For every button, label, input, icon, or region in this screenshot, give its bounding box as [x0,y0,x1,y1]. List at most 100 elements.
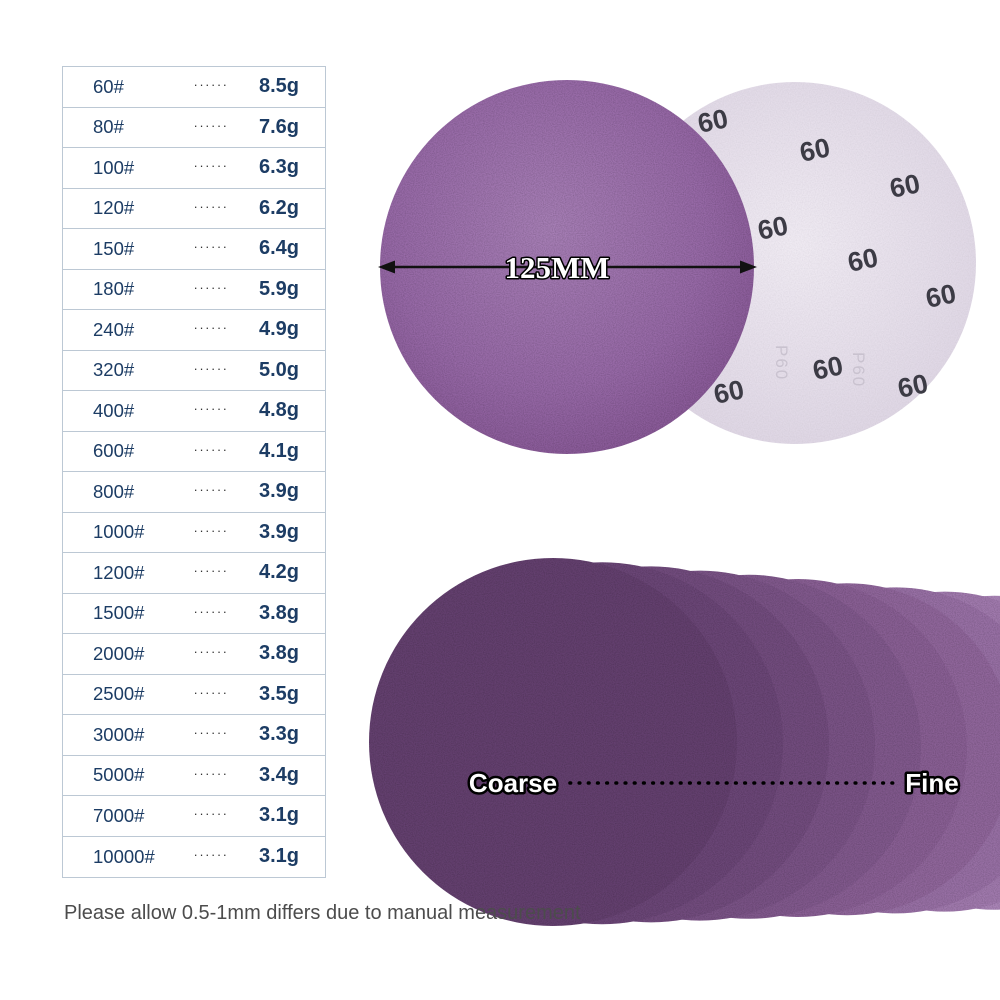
grit-label: 100# [93,156,135,178]
dots-separator: ······ [193,320,229,336]
grit-label: 400# [93,399,135,421]
weight-value: 3.1g [259,845,300,868]
grit-label: 1500# [93,602,145,624]
grit-number-mark: 60 [755,210,791,246]
dots-separator: ······ [193,725,229,741]
table-row: 2000# ······ 3.8g [63,634,325,675]
table-row: 2500# ······ 3.5g [63,675,325,715]
weight-value: 3.4g [259,763,300,786]
dots-separator: ······ [193,684,229,700]
arrow-left-icon [378,260,395,274]
table-row: 1500# ······ 3.8g [63,594,325,634]
grit-number-mark: 60 [895,368,931,404]
table-row: 5000# ······ 3.4g [63,756,325,796]
grit-label: 150# [93,237,135,259]
weight-value: 4.8g [259,399,300,422]
weight-value: 6.2g [259,196,300,219]
weight-value: 8.5g [259,75,300,98]
gradient-disc [369,558,737,926]
dots-separator: ······ [193,117,229,133]
weight-value: 3.5g [259,682,300,705]
table-row: 180# ······ 5.9g [63,270,325,310]
table-row: 600# ······ 4.1g [63,432,325,472]
dots-separator: ······ [193,360,229,376]
weight-value: 5.0g [259,358,300,381]
table-row: 60# ······ 8.5g [63,67,325,108]
grit-label: 10000# [93,845,155,867]
dots-separator: ······ [193,158,229,174]
weight-value: 4.9g [259,318,300,341]
grit-label: 2000# [93,642,145,664]
grit-label: 60# [93,75,124,97]
weight-value: 3.8g [259,642,300,665]
weight-value: 3.8g [259,601,300,624]
weight-value: 3.3g [259,723,300,746]
dots-separator: ······ [193,765,229,781]
weight-value: 7.6g [259,115,300,138]
grit-label: 1000# [93,521,145,543]
grit-label: 320# [93,359,135,381]
weight-value: 3.9g [259,480,300,503]
dots-separator: ······ [193,198,229,214]
dots-separator: ······ [193,401,229,417]
table-row: 3000# ······ 3.3g [63,715,325,756]
measurement-note: Please allow 0.5-1mm differs due to manu… [64,902,581,924]
grit-number-mark: 60 [845,242,881,278]
table-row: 10000# ······ 3.1g [63,837,325,878]
table-row: 400# ······ 4.8g [63,391,325,432]
table-row: 1200# ······ 4.2g [63,553,325,594]
grit-number-mark: 60 [810,350,846,386]
grit-number-mark: 60 [887,168,923,204]
grit-label: 800# [93,480,135,502]
table-row: 120# ······ 6.2g [63,189,325,229]
weight-value: 6.4g [259,237,300,260]
dots-separator: ······ [193,77,229,93]
grit-label: 80# [93,116,124,138]
dots-separator: ······ [193,563,229,579]
weight-value: 5.9g [259,277,300,300]
grit-label: 180# [93,278,135,300]
grit-label: 3000# [93,723,145,745]
grit-number-mark: 60 [923,278,959,314]
dots-separator: ······ [193,239,229,255]
coarse-fine-scale: Coarse Fine [466,766,961,801]
grit-number-mark: 60 [797,132,833,168]
coarse-label: Coarse [469,768,557,798]
weight-value: 6.3g [259,156,300,179]
table-row: 150# ······ 6.4g [63,229,325,270]
grit-code-mark: P60 [772,345,791,381]
dots-separator: ······ [193,603,229,619]
diameter-label: 125MM [504,250,609,285]
table-row: 100# ······ 6.3g [63,148,325,189]
dots-separator: ······ [193,847,229,863]
diameter-annotation: 125MM [378,249,757,287]
weight-value: 4.1g [259,439,300,462]
dots-separator: ······ [193,441,229,457]
weight-value: 4.2g [259,561,300,584]
table-row: 7000# ······ 3.1g [63,796,325,837]
grit-gradient-fan [369,558,1000,926]
grit-label: 7000# [93,804,145,826]
grit-label: 240# [93,318,135,340]
grit-label: 1200# [93,561,145,583]
table-row: 800# ······ 3.9g [63,472,325,513]
grit-number-mark: 60 [711,374,747,410]
grit-weight-table: 60# ······ 8.5g 80# ······ 7.6g 100# ······ 6.3g… [62,66,326,878]
dots-separator: ······ [193,482,229,498]
dots-separator: ······ [193,522,229,538]
grit-label: 2500# [93,683,145,705]
arrow-right-icon [740,260,757,274]
fine-label: Fine [905,768,958,798]
table-row: 240# ······ 4.9g [63,310,325,351]
dots-separator: ······ [193,644,229,660]
grit-code-mark: P60 [849,352,868,388]
dots-separator: ······ [193,279,229,295]
table-row: 80# ······ 7.6g [63,108,325,148]
grit-label: 5000# [93,764,145,786]
grit-label: 120# [93,197,135,219]
weight-value: 3.1g [259,804,300,827]
table-row: 1000# ······ 3.9g [63,513,325,553]
weight-value: 3.9g [259,520,300,543]
